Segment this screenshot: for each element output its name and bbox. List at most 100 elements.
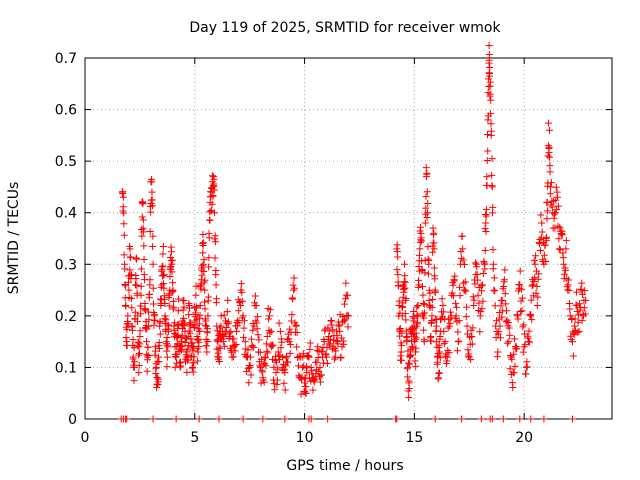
data-point xyxy=(150,300,158,308)
data-point xyxy=(126,243,134,251)
data-point xyxy=(140,242,148,250)
data-point xyxy=(280,366,288,374)
data-point xyxy=(420,336,428,344)
data-point xyxy=(429,224,437,232)
data-point xyxy=(134,338,142,346)
data-point xyxy=(444,324,452,332)
data-point xyxy=(149,415,157,423)
data-point xyxy=(427,337,435,345)
data-point xyxy=(570,331,578,339)
data-point xyxy=(428,316,436,324)
data-point xyxy=(581,287,589,295)
data-point xyxy=(178,332,186,340)
data-point xyxy=(417,223,425,231)
data-point xyxy=(460,279,468,287)
data-point xyxy=(186,329,194,337)
data-point xyxy=(239,415,247,423)
data-point xyxy=(293,343,301,351)
data-point xyxy=(393,241,401,249)
data-point xyxy=(199,239,207,247)
data-point xyxy=(187,319,195,327)
data-point xyxy=(419,291,427,299)
data-point xyxy=(289,281,297,289)
data-point xyxy=(196,302,204,310)
data-point xyxy=(430,264,438,272)
data-point xyxy=(193,304,201,312)
data-point xyxy=(407,351,415,359)
data-point xyxy=(168,248,176,256)
data-point xyxy=(463,303,471,311)
data-point xyxy=(305,352,313,360)
data-point xyxy=(411,324,419,332)
data-point xyxy=(469,324,477,332)
data-point xyxy=(532,289,540,297)
data-point xyxy=(272,369,280,377)
data-point xyxy=(267,327,275,335)
data-point xyxy=(487,120,495,128)
data-point xyxy=(140,256,148,264)
data-point xyxy=(241,338,249,346)
data-point xyxy=(519,348,527,356)
data-point xyxy=(124,320,132,328)
data-point xyxy=(571,322,579,330)
data-point xyxy=(214,349,222,357)
data-point xyxy=(406,360,414,368)
data-point xyxy=(483,157,491,165)
data-point xyxy=(137,265,145,273)
data-point xyxy=(189,368,197,376)
x-axis: 0 5 10 15 20 xyxy=(81,58,533,446)
data-point xyxy=(137,282,145,290)
series-srmtid xyxy=(117,41,590,423)
data-point xyxy=(549,224,557,232)
data-point xyxy=(287,341,295,349)
data-point xyxy=(201,286,209,294)
data-point xyxy=(235,307,243,315)
data-point xyxy=(488,415,496,423)
data-point xyxy=(422,210,430,218)
data-point xyxy=(212,267,220,275)
data-point xyxy=(221,342,229,350)
data-point xyxy=(412,344,420,352)
data-point xyxy=(183,368,191,376)
data-point xyxy=(488,155,496,163)
data-point xyxy=(527,415,535,423)
data-point xyxy=(314,354,322,362)
data-point xyxy=(394,271,402,279)
data-point xyxy=(340,340,348,348)
data-point xyxy=(264,349,272,357)
data-point xyxy=(271,386,279,394)
plot-frame xyxy=(84,57,613,420)
data-point xyxy=(456,292,464,300)
data-point xyxy=(330,355,338,363)
data-point xyxy=(164,343,172,351)
data-point xyxy=(460,260,468,268)
data-point xyxy=(538,228,546,236)
data-point xyxy=(497,297,505,305)
data-point xyxy=(170,303,178,311)
data-point xyxy=(316,373,324,381)
data-point xyxy=(128,304,136,312)
data-point xyxy=(425,286,433,294)
data-point xyxy=(239,297,247,305)
data-point xyxy=(449,292,457,300)
data-point xyxy=(196,311,204,319)
data-point xyxy=(422,204,430,212)
data-point xyxy=(451,314,459,322)
data-point xyxy=(176,363,184,371)
data-point xyxy=(204,293,212,301)
data-point xyxy=(245,379,253,387)
data-point xyxy=(480,259,488,267)
data-point xyxy=(153,374,161,382)
data-point xyxy=(500,278,508,286)
data-point xyxy=(341,295,349,303)
data-point xyxy=(456,283,464,291)
data-point xyxy=(266,306,274,314)
data-point xyxy=(485,41,493,49)
data-point xyxy=(546,190,554,198)
data-point xyxy=(489,265,497,273)
data-point xyxy=(474,291,482,299)
data-point xyxy=(309,386,317,394)
data-point xyxy=(306,345,314,353)
data-point xyxy=(168,256,176,264)
